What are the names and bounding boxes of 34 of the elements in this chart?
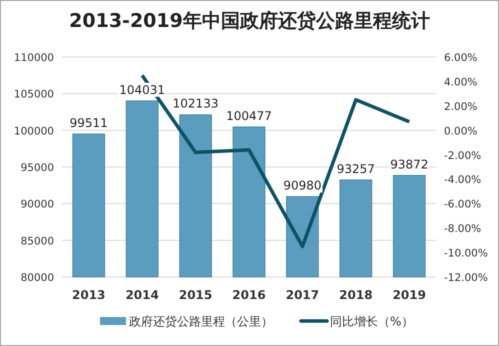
legend-label: 政府还贷公路里程（公里） [129,314,273,328]
y2-tick-label: -2.00% [444,150,482,162]
y2-tick-label: 4.00% [444,76,478,88]
data-label: 90980 [283,178,322,192]
x-tick-label: 2018 [339,288,373,302]
y2-tick-label: -12.00% [444,272,488,284]
data-label: 99511 [70,116,108,130]
data-label: 102133 [172,96,218,111]
y2-tick-label: -6.00% [444,198,482,211]
data-label: 93257 [336,162,375,176]
y-tick-label: 90000 [20,198,54,211]
x-tick-label: 2014 [125,288,159,302]
data-label: 100477 [226,108,272,123]
x-tick-label: 2016 [232,288,266,302]
x-tick-label: 2019 [392,288,426,302]
x-tick-label: 2015 [178,288,212,302]
y2-tick-label: -8.00% [444,223,482,236]
y-tick-label: 100000 [14,125,54,138]
y2-tick-label: 6.00% [444,52,478,64]
data-label: 104031 [119,82,166,97]
y2-tick-label: -4.00% [444,174,482,186]
y-tick-label: 105000 [14,88,54,101]
x-tick-label: 2013 [72,288,106,302]
y2-tick-label: -10.00% [444,248,488,260]
y2-tick-label: 2.00% [444,100,478,113]
y2-tick-label: 0.00% [444,125,478,138]
y-tick-label: 95000 [20,162,54,174]
legend-label: 同比增长（%） [330,314,414,328]
chart-title: 2013-2019年中国政府还贷公路里程统计 [69,10,430,32]
y-tick-label: 85000 [20,235,54,248]
y-tick-label: 110000 [14,52,54,64]
x-tick-label: 2017 [286,288,320,302]
data-label: 93872 [390,157,428,172]
y-tick-label: 80000 [20,272,54,284]
